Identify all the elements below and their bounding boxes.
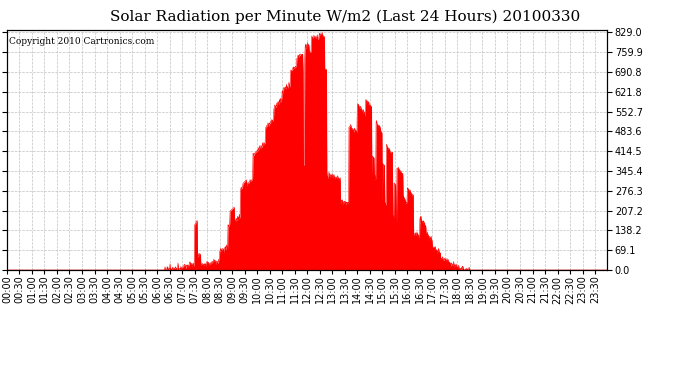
Text: Copyright 2010 Cartronics.com: Copyright 2010 Cartronics.com bbox=[9, 37, 154, 46]
Text: Solar Radiation per Minute W/m2 (Last 24 Hours) 20100330: Solar Radiation per Minute W/m2 (Last 24… bbox=[110, 9, 580, 24]
